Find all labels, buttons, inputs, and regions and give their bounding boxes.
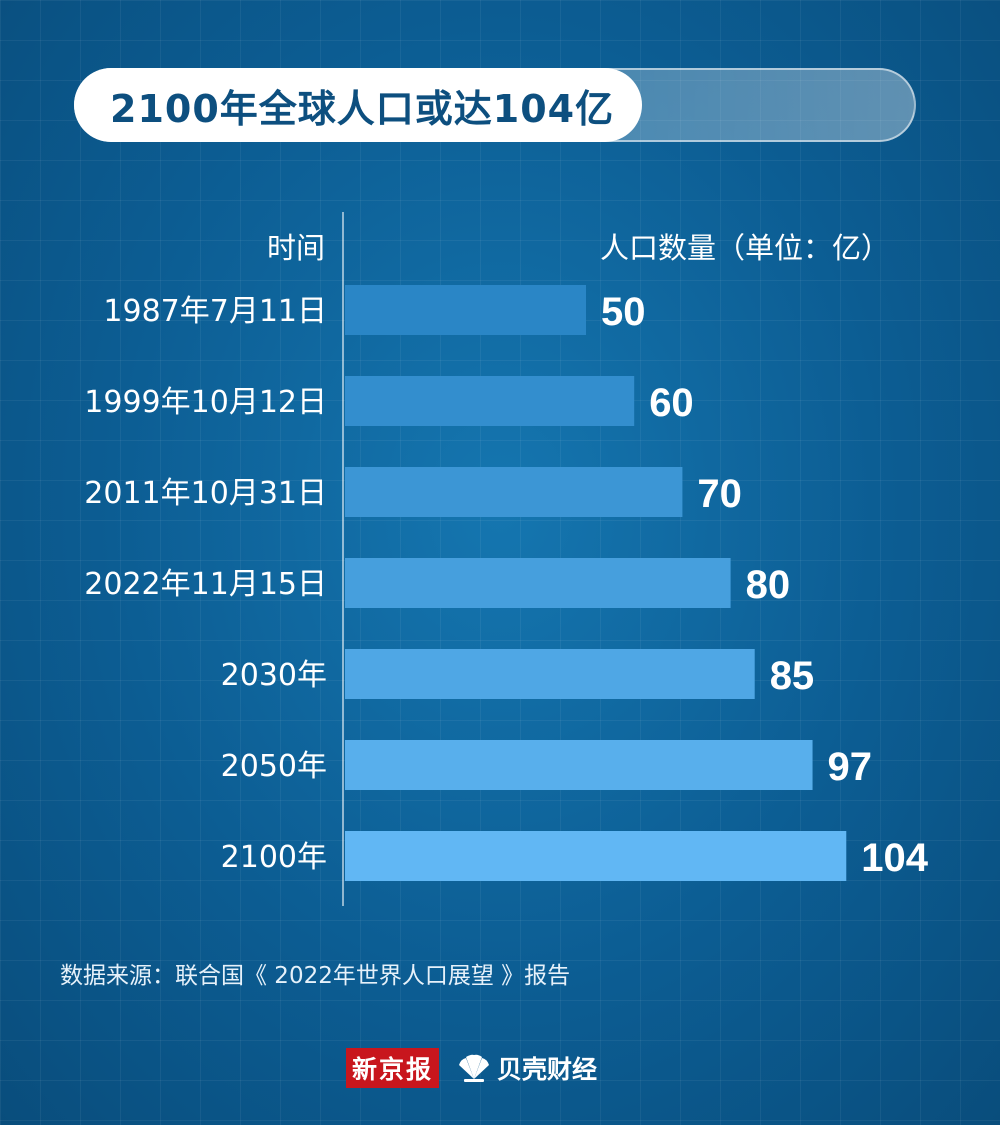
shell-icon <box>459 1054 490 1082</box>
bar-5 <box>345 740 813 790</box>
value-label-5: 97 <box>828 745 873 789</box>
data-source-note: 数据来源：联合国《 2022年世界人口展望 》报告 <box>60 963 571 989</box>
value-label-3: 80 <box>746 563 791 607</box>
xinjingbao-logo: 新京报 <box>346 1048 440 1088</box>
bar-1 <box>345 376 635 426</box>
title-box: 2100年全球人口或达104亿 <box>74 68 642 142</box>
beike-logo-text: 贝壳财经 <box>497 1055 598 1084</box>
value-label-6: 104 <box>861 836 928 880</box>
category-label-1: 1999年10月12日 <box>84 385 327 420</box>
publisher-logos: 新京报 贝壳财经 <box>346 1048 597 1088</box>
value-label-2: 70 <box>697 472 742 516</box>
category-label-3: 2022年11月15日 <box>84 567 327 602</box>
category-label-2: 2011年10月31日 <box>84 476 327 511</box>
bar-0 <box>345 285 586 335</box>
bar-2 <box>345 467 683 517</box>
x-axis-header: 人口数量（单位：亿） <box>600 231 890 265</box>
bar-3 <box>345 558 731 608</box>
bar-6 <box>345 831 847 881</box>
chart-title: 2100年全球人口或达104亿 <box>110 86 615 131</box>
beike-logo: 贝壳财经 <box>455 1050 597 1086</box>
y-axis-header: 时间 <box>267 231 325 265</box>
category-label-4: 2030年 <box>221 658 327 693</box>
bar-4 <box>345 649 755 699</box>
category-label-5: 2050年 <box>221 749 327 784</box>
category-label-6: 2100年 <box>221 840 327 875</box>
value-label-4: 85 <box>770 654 815 698</box>
category-label-0: 1987年7月11日 <box>103 294 327 329</box>
bars-group: 1987年7月11日 50 1999年10月12日 60 2011年10月31日 70 20… <box>84 285 929 881</box>
value-label-0: 50 <box>601 290 646 334</box>
value-label-1: 60 <box>649 381 694 425</box>
